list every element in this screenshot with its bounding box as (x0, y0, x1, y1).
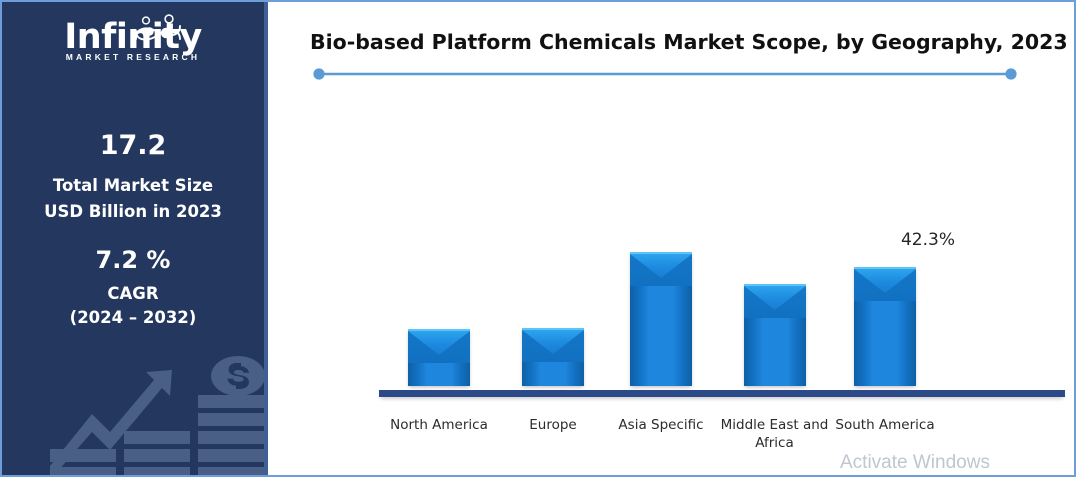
market-size-label-line2: USD Billion in 2023 (44, 202, 222, 221)
cagr-period: (2024 – 2032) (69, 308, 197, 327)
cagr-value: 7.2 % (95, 246, 171, 274)
cagr-label: CAGR (107, 284, 159, 303)
infinity-people-icon (135, 14, 181, 41)
brand-tagline: MARKET RESEARCH (65, 52, 201, 62)
axis-label-asia-specific: Asia Specific (618, 417, 704, 433)
bar-cap (522, 328, 584, 362)
axis-label-north-america: North America (390, 417, 488, 433)
market-size-value: 17.2 (99, 130, 167, 161)
bar-value-label-asia: 42.3% (900, 230, 955, 250)
bar-bevel-chevron (408, 331, 470, 363)
bar-bevel-chevron (522, 330, 584, 362)
bar-middle-east-and-africa[interactable] (744, 284, 806, 386)
bar-cap (630, 252, 692, 286)
bar-asia-specific[interactable] (630, 252, 692, 386)
bar-top-highlight (408, 329, 470, 331)
bar-bevel-chevron (630, 254, 692, 286)
bar-south-america[interactable] (854, 267, 916, 386)
bar-bevel-chevron (854, 269, 916, 301)
bar-cap (744, 284, 806, 318)
axis-label-south-america: South America (835, 417, 935, 433)
bar-bevel-chevron (744, 286, 806, 318)
category-axis-line (379, 390, 1065, 397)
title-underline-rule (313, 68, 1017, 80)
growth-chart-dollar-icon (50, 356, 264, 475)
brand-logo: Infinity MARKET RESEARCH (2, 14, 264, 62)
bar-cap (408, 329, 470, 363)
bar-north-america[interactable] (408, 329, 470, 386)
bar-europe[interactable] (522, 328, 584, 386)
bar-top-highlight (630, 252, 692, 254)
market-size-label-line1: Total Market Size (52, 176, 214, 195)
brand-name: Infinity (64, 17, 202, 57)
bar-top-highlight (744, 284, 806, 286)
bar-top-highlight (854, 267, 916, 269)
axis-label-europe: Europe (529, 417, 577, 433)
chart-panel: Bio-based Platform Chemicals Market Scop… (272, 2, 1074, 475)
activate-windows-watermark: Activate Windows (840, 452, 990, 473)
chart-title: Bio-based Platform Chemicals Market Scop… (310, 30, 1068, 54)
bar-cap (854, 267, 916, 301)
bar-top-highlight (522, 328, 584, 330)
bar-plot-area: 42.3% (272, 2, 1074, 475)
axis-label-middle-east-and-africa: Middle East and Africa (720, 417, 829, 451)
sidebar-panel: Infinity MARKET RESEARCH 17.2 Total Mark… (2, 2, 268, 475)
